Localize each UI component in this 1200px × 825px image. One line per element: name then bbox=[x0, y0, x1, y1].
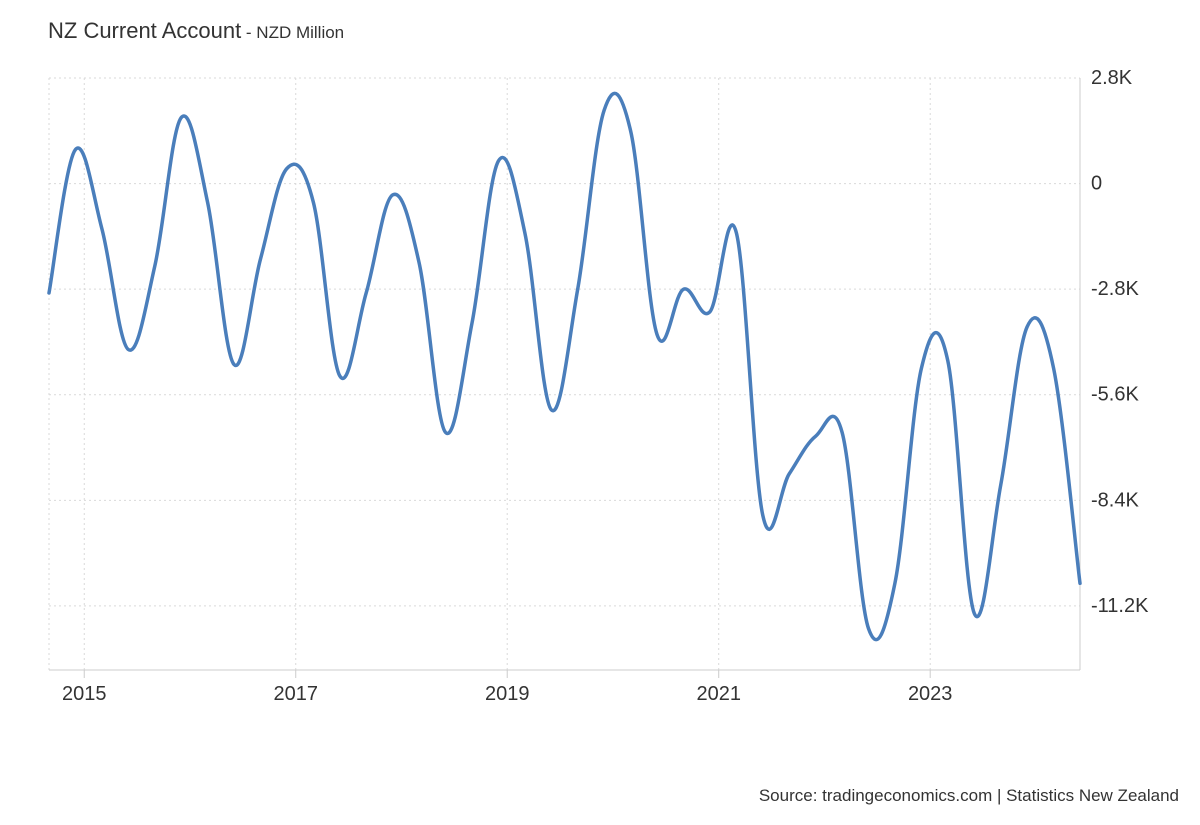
data-point bbox=[971, 610, 977, 616]
y-tick-label: 0 bbox=[1091, 173, 1102, 195]
data-point bbox=[892, 580, 898, 586]
data-point bbox=[46, 290, 52, 296]
data-point bbox=[205, 199, 211, 205]
y-tick-label: 2.8K bbox=[1091, 67, 1133, 89]
data-point bbox=[72, 147, 78, 153]
data-point bbox=[813, 433, 819, 439]
source-attribution: Source: tradingeconomics.com | Statistic… bbox=[758, 786, 1179, 805]
data-point bbox=[707, 309, 713, 315]
data-point bbox=[522, 230, 528, 236]
data-point bbox=[99, 226, 105, 232]
data-point bbox=[575, 286, 581, 292]
data-point bbox=[178, 115, 184, 121]
data-point bbox=[390, 192, 396, 198]
data-point bbox=[284, 166, 290, 172]
data-point bbox=[125, 347, 131, 353]
x-tick-label: 2021 bbox=[696, 683, 741, 705]
data-point bbox=[998, 482, 1004, 488]
data-point bbox=[231, 362, 237, 368]
data-point bbox=[310, 199, 316, 205]
y-tick-label: -5.6K bbox=[1091, 384, 1139, 406]
data-point bbox=[918, 365, 924, 371]
data-point bbox=[416, 260, 422, 266]
data-point bbox=[654, 331, 660, 337]
x-tick-label: 2023 bbox=[908, 683, 953, 705]
data-point bbox=[786, 471, 792, 477]
chart-title: NZ Current Account bbox=[48, 18, 242, 43]
data-point bbox=[443, 429, 449, 435]
data-point bbox=[601, 107, 607, 113]
data-point bbox=[760, 512, 766, 518]
data-point bbox=[495, 158, 501, 164]
data-point bbox=[866, 626, 872, 632]
data-point bbox=[733, 230, 739, 236]
data-point bbox=[469, 320, 475, 326]
data-point bbox=[1077, 580, 1083, 586]
y-tick-label: -2.8K bbox=[1091, 278, 1139, 300]
chart-header: NZ Current Account - NZD Million bbox=[48, 18, 344, 44]
data-point bbox=[363, 290, 369, 296]
data-point bbox=[1051, 365, 1057, 371]
chart-subtitle: - NZD Million bbox=[241, 23, 345, 42]
data-point bbox=[1024, 324, 1030, 330]
x-tick-label: 2017 bbox=[273, 683, 318, 705]
series-layer bbox=[46, 91, 1083, 642]
data-point bbox=[152, 264, 158, 270]
y-tick-label: -8.4K bbox=[1091, 489, 1139, 511]
data-point bbox=[681, 286, 687, 292]
data-point bbox=[628, 128, 634, 134]
data-point bbox=[945, 358, 951, 364]
x-tick-label: 2019 bbox=[485, 683, 530, 705]
data-point bbox=[548, 407, 554, 413]
y-tick-label: -11.2K bbox=[1091, 595, 1149, 617]
data-point bbox=[258, 256, 264, 262]
data-point bbox=[337, 373, 343, 379]
series-line bbox=[47, 91, 1082, 642]
data-point bbox=[839, 429, 845, 435]
tick-labels: 2.8K 0 -2.8K -5.6K -8.4K -11.2K 2015 2017 2019 20… bbox=[62, 67, 1149, 705]
x-tick-label: 2015 bbox=[62, 683, 107, 705]
